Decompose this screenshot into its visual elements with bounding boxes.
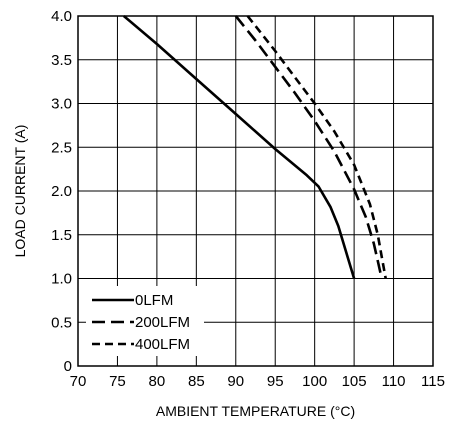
- x-tick-label: 115: [421, 373, 445, 390]
- x-tick-label: 80: [149, 373, 166, 390]
- y-tick-label: 4.0: [51, 8, 72, 25]
- y-tick-label: 0: [64, 358, 72, 375]
- x-tick-label: 100: [302, 373, 327, 390]
- x-tick-label: 85: [188, 373, 205, 390]
- series-layer: [122, 15, 387, 279]
- y-tick-label: 3.5: [51, 52, 72, 69]
- x-axis-title: AMBIENT TEMPERATURE (°C): [156, 403, 355, 419]
- legend: 0LFM 200LFM 400LFM: [86, 286, 204, 356]
- y-tick-label: 0.5: [51, 314, 72, 331]
- legend-label-0lfm: 0LFM: [135, 292, 173, 309]
- x-tick-label: 70: [70, 373, 87, 390]
- y-axis-title: LOAD CURRENT (A): [12, 125, 28, 258]
- x-tick-label: 95: [267, 373, 284, 390]
- x-tick-label: 75: [109, 373, 126, 390]
- legend-label-400lfm: 400LFM: [135, 336, 190, 353]
- legend-label-200lfm: 200LFM: [135, 314, 190, 331]
- y-tick-label: 3.0: [51, 96, 72, 113]
- series-line-200lfm: [234, 15, 383, 279]
- grid-lines: [78, 16, 433, 366]
- y-tick-label: 2.5: [51, 139, 72, 156]
- y-tick-label: 1.0: [51, 271, 72, 288]
- x-tick-label: 105: [342, 373, 367, 390]
- plot-frame: [77, 15, 434, 367]
- x-tick-label: 90: [227, 373, 244, 390]
- y-tick-label: 2.0: [51, 183, 72, 200]
- y-tick-label: 1.5: [51, 227, 72, 244]
- series-line-400lfm: [246, 15, 387, 279]
- x-tick-label: 110: [382, 373, 406, 390]
- axis-ticks: 70 75 80 85 90 95 100 105 110 115 0 0.5 1.0 1.5 2.0 2.5…: [51, 8, 445, 390]
- series-line-0lfm: [122, 15, 356, 279]
